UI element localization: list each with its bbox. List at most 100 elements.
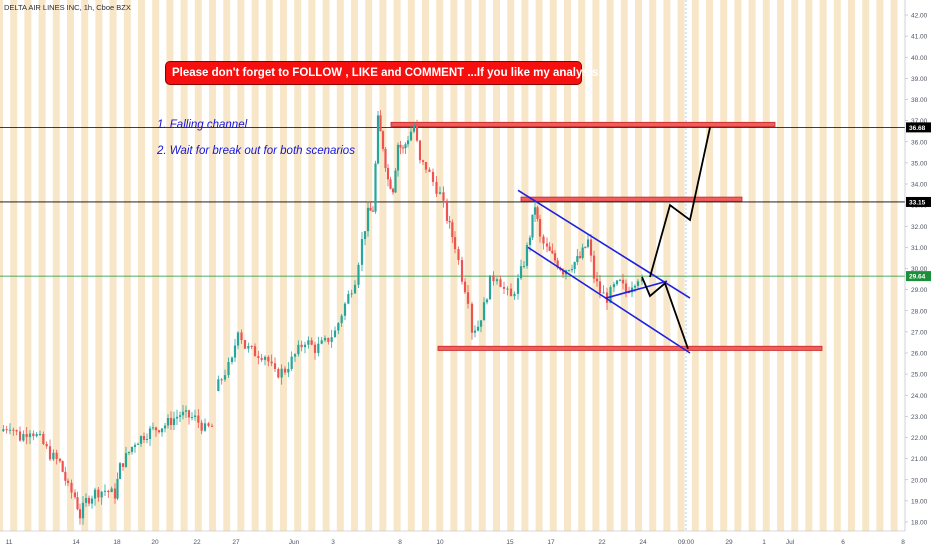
time-tick-label: 29 [725, 539, 733, 546]
session-stripe [521, 0, 529, 531]
candle-up [581, 247, 584, 258]
candle-up [145, 438, 149, 440]
candle-up [337, 323, 340, 331]
candle-down [466, 292, 470, 304]
time-tick-label: 27 [232, 539, 240, 546]
time-tick-label: 14 [72, 539, 80, 546]
price-tick-label: 41.00 [911, 34, 928, 41]
session-stripe [280, 0, 287, 531]
candle-up [84, 498, 88, 503]
session-stripe [237, 0, 245, 531]
candle-down [25, 433, 28, 438]
candle-down [73, 492, 77, 498]
candle-up [116, 478, 119, 499]
candle-down [169, 417, 173, 426]
time-tick-label: 22 [598, 539, 606, 546]
time-tick-label: 10 [436, 539, 444, 546]
session-stripe [322, 0, 330, 531]
candle-up [139, 436, 143, 444]
candle-up [193, 415, 197, 418]
candle-up [227, 361, 230, 376]
candle-down [421, 160, 425, 163]
candle-up [438, 192, 442, 194]
candle-up [640, 278, 644, 282]
time-tick-label: 1 [762, 539, 766, 546]
candle-up [172, 418, 176, 426]
candle-up [586, 239, 590, 247]
candle-up [317, 343, 320, 353]
time-tick-label: 11 [6, 539, 13, 546]
candle-up [151, 427, 155, 429]
candle-up [522, 265, 526, 267]
candle-down [448, 220, 451, 223]
candle-up [406, 140, 410, 145]
follow-like-banner: Please don't forget to FOLLOW , LIKE and… [165, 61, 606, 85]
candle-up [223, 375, 227, 380]
session-stripe [67, 0, 74, 531]
candle-down [55, 452, 58, 459]
candle-down [197, 415, 200, 423]
price-level-badge [906, 271, 931, 282]
candle-up [347, 294, 350, 304]
session-stripe [52, 0, 60, 531]
candle-down [76, 497, 79, 510]
annotation-breakout: 2. Wait for break out for both scenarios [157, 145, 355, 157]
session-stripe [478, 0, 486, 531]
candle-up [404, 144, 407, 149]
candle-down [442, 192, 445, 201]
candle-up [376, 115, 380, 164]
session-stripe [450, 0, 458, 531]
candle-up [307, 340, 310, 345]
time-tick-label: 6 [841, 539, 845, 546]
time-tick-label: 15 [506, 539, 514, 546]
candle-down [240, 332, 243, 341]
time-tick-label: 8 [901, 539, 905, 546]
candle-up [330, 337, 333, 342]
price-tick-label: 26.00 [911, 351, 928, 358]
session-stripe [10, 0, 18, 531]
price-tick-label: 34.00 [911, 182, 928, 189]
candle-down [492, 275, 495, 282]
scenario-breakdown [641, 276, 689, 350]
candle-down [277, 368, 280, 378]
session-stripe [564, 0, 571, 531]
price-tick-label: 29.00 [911, 287, 928, 294]
candle-up [323, 337, 327, 341]
candle-up [217, 379, 220, 392]
session-stripe [833, 0, 841, 531]
channel-line [605, 280, 668, 299]
session-stripe [422, 0, 429, 531]
candle-down [389, 179, 392, 189]
session-stripe [890, 0, 898, 531]
candle-up [630, 287, 634, 293]
candle-up [293, 354, 297, 357]
candle-up [297, 344, 300, 355]
scenario-breakout_up [649, 127, 711, 278]
price-level-badge [906, 122, 931, 133]
candle-up [633, 285, 637, 288]
candle-down [415, 124, 419, 141]
session-stripe [265, 0, 273, 531]
candle-up [190, 417, 194, 419]
candle-up [513, 293, 516, 297]
session-stripe [862, 0, 870, 531]
annotation-falling-channel: 1. Falling channel [157, 119, 248, 131]
time-tick-label: 09:00 [678, 539, 695, 546]
candle-down [260, 358, 263, 360]
session-stripe [720, 0, 728, 531]
candle-down [548, 246, 551, 251]
candle-down [561, 270, 565, 275]
price-tick-label: 37.00 [911, 118, 928, 125]
session-stripe [0, 0, 3, 531]
price-tick-label: 23.00 [911, 414, 928, 421]
candle-up [163, 425, 167, 429]
candle-up [203, 423, 207, 431]
session-stripe [762, 0, 770, 531]
candle-down [553, 253, 557, 261]
candle-up [22, 433, 25, 441]
candle-down [253, 346, 257, 357]
candle-up [473, 330, 477, 333]
candle-down [113, 488, 117, 499]
